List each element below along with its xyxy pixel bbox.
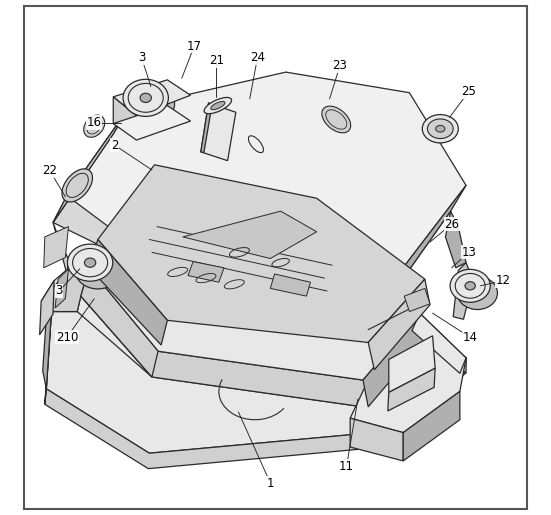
Ellipse shape <box>322 106 350 133</box>
Polygon shape <box>188 262 224 282</box>
Polygon shape <box>81 268 426 407</box>
Polygon shape <box>183 211 317 259</box>
Polygon shape <box>53 108 129 222</box>
Polygon shape <box>44 227 68 268</box>
Polygon shape <box>114 97 139 139</box>
Ellipse shape <box>62 169 93 202</box>
Text: 23: 23 <box>332 59 347 73</box>
Polygon shape <box>89 196 420 380</box>
Ellipse shape <box>129 85 175 123</box>
Polygon shape <box>453 263 473 319</box>
Polygon shape <box>55 269 68 308</box>
Polygon shape <box>350 418 403 461</box>
Ellipse shape <box>436 125 445 132</box>
Ellipse shape <box>181 187 206 204</box>
Ellipse shape <box>67 244 113 281</box>
Polygon shape <box>77 296 426 420</box>
Ellipse shape <box>204 199 226 213</box>
Ellipse shape <box>123 79 169 116</box>
Ellipse shape <box>75 252 121 289</box>
Polygon shape <box>403 391 460 461</box>
Text: 2: 2 <box>111 139 118 152</box>
Polygon shape <box>45 312 51 404</box>
Ellipse shape <box>450 269 490 302</box>
Polygon shape <box>114 106 191 140</box>
Polygon shape <box>45 358 466 469</box>
Polygon shape <box>412 313 466 373</box>
Polygon shape <box>89 239 168 345</box>
Text: 13: 13 <box>461 246 476 259</box>
Polygon shape <box>450 358 466 377</box>
Text: 16: 16 <box>87 116 102 129</box>
Polygon shape <box>389 336 435 392</box>
Text: 24: 24 <box>250 51 265 64</box>
Polygon shape <box>201 103 236 161</box>
Text: 14: 14 <box>463 331 478 344</box>
Polygon shape <box>43 294 51 389</box>
Text: 21: 21 <box>209 54 224 67</box>
Text: 12: 12 <box>496 274 511 287</box>
Polygon shape <box>98 165 425 342</box>
Polygon shape <box>41 229 123 301</box>
Text: 3: 3 <box>138 51 145 64</box>
Polygon shape <box>363 313 426 407</box>
Ellipse shape <box>84 115 105 138</box>
Ellipse shape <box>156 177 183 194</box>
Ellipse shape <box>84 258 96 267</box>
Polygon shape <box>67 72 466 294</box>
Polygon shape <box>368 279 430 370</box>
Text: 1: 1 <box>267 476 274 490</box>
Polygon shape <box>404 288 430 312</box>
Ellipse shape <box>465 282 476 290</box>
Text: 25: 25 <box>461 85 476 98</box>
Polygon shape <box>388 368 435 411</box>
Polygon shape <box>46 312 466 453</box>
Polygon shape <box>53 222 85 299</box>
Polygon shape <box>420 313 466 373</box>
Polygon shape <box>81 268 158 377</box>
Text: 11: 11 <box>339 459 354 473</box>
Ellipse shape <box>288 202 305 215</box>
Text: 22: 22 <box>42 164 57 178</box>
Ellipse shape <box>210 101 225 110</box>
Polygon shape <box>53 98 451 299</box>
Ellipse shape <box>140 93 152 102</box>
Ellipse shape <box>422 115 458 143</box>
Polygon shape <box>389 185 466 299</box>
Polygon shape <box>114 80 191 116</box>
Polygon shape <box>85 229 116 301</box>
Ellipse shape <box>204 97 231 114</box>
Polygon shape <box>271 274 311 296</box>
Polygon shape <box>40 281 54 335</box>
Polygon shape <box>201 103 212 152</box>
Text: 26: 26 <box>444 217 459 231</box>
Text: 210: 210 <box>56 331 78 344</box>
Polygon shape <box>53 108 129 222</box>
Polygon shape <box>48 263 89 312</box>
Ellipse shape <box>428 119 453 139</box>
Ellipse shape <box>457 277 498 310</box>
Polygon shape <box>350 339 466 433</box>
Text: 17: 17 <box>187 40 202 53</box>
Text: 3: 3 <box>56 284 63 298</box>
Polygon shape <box>445 211 466 268</box>
